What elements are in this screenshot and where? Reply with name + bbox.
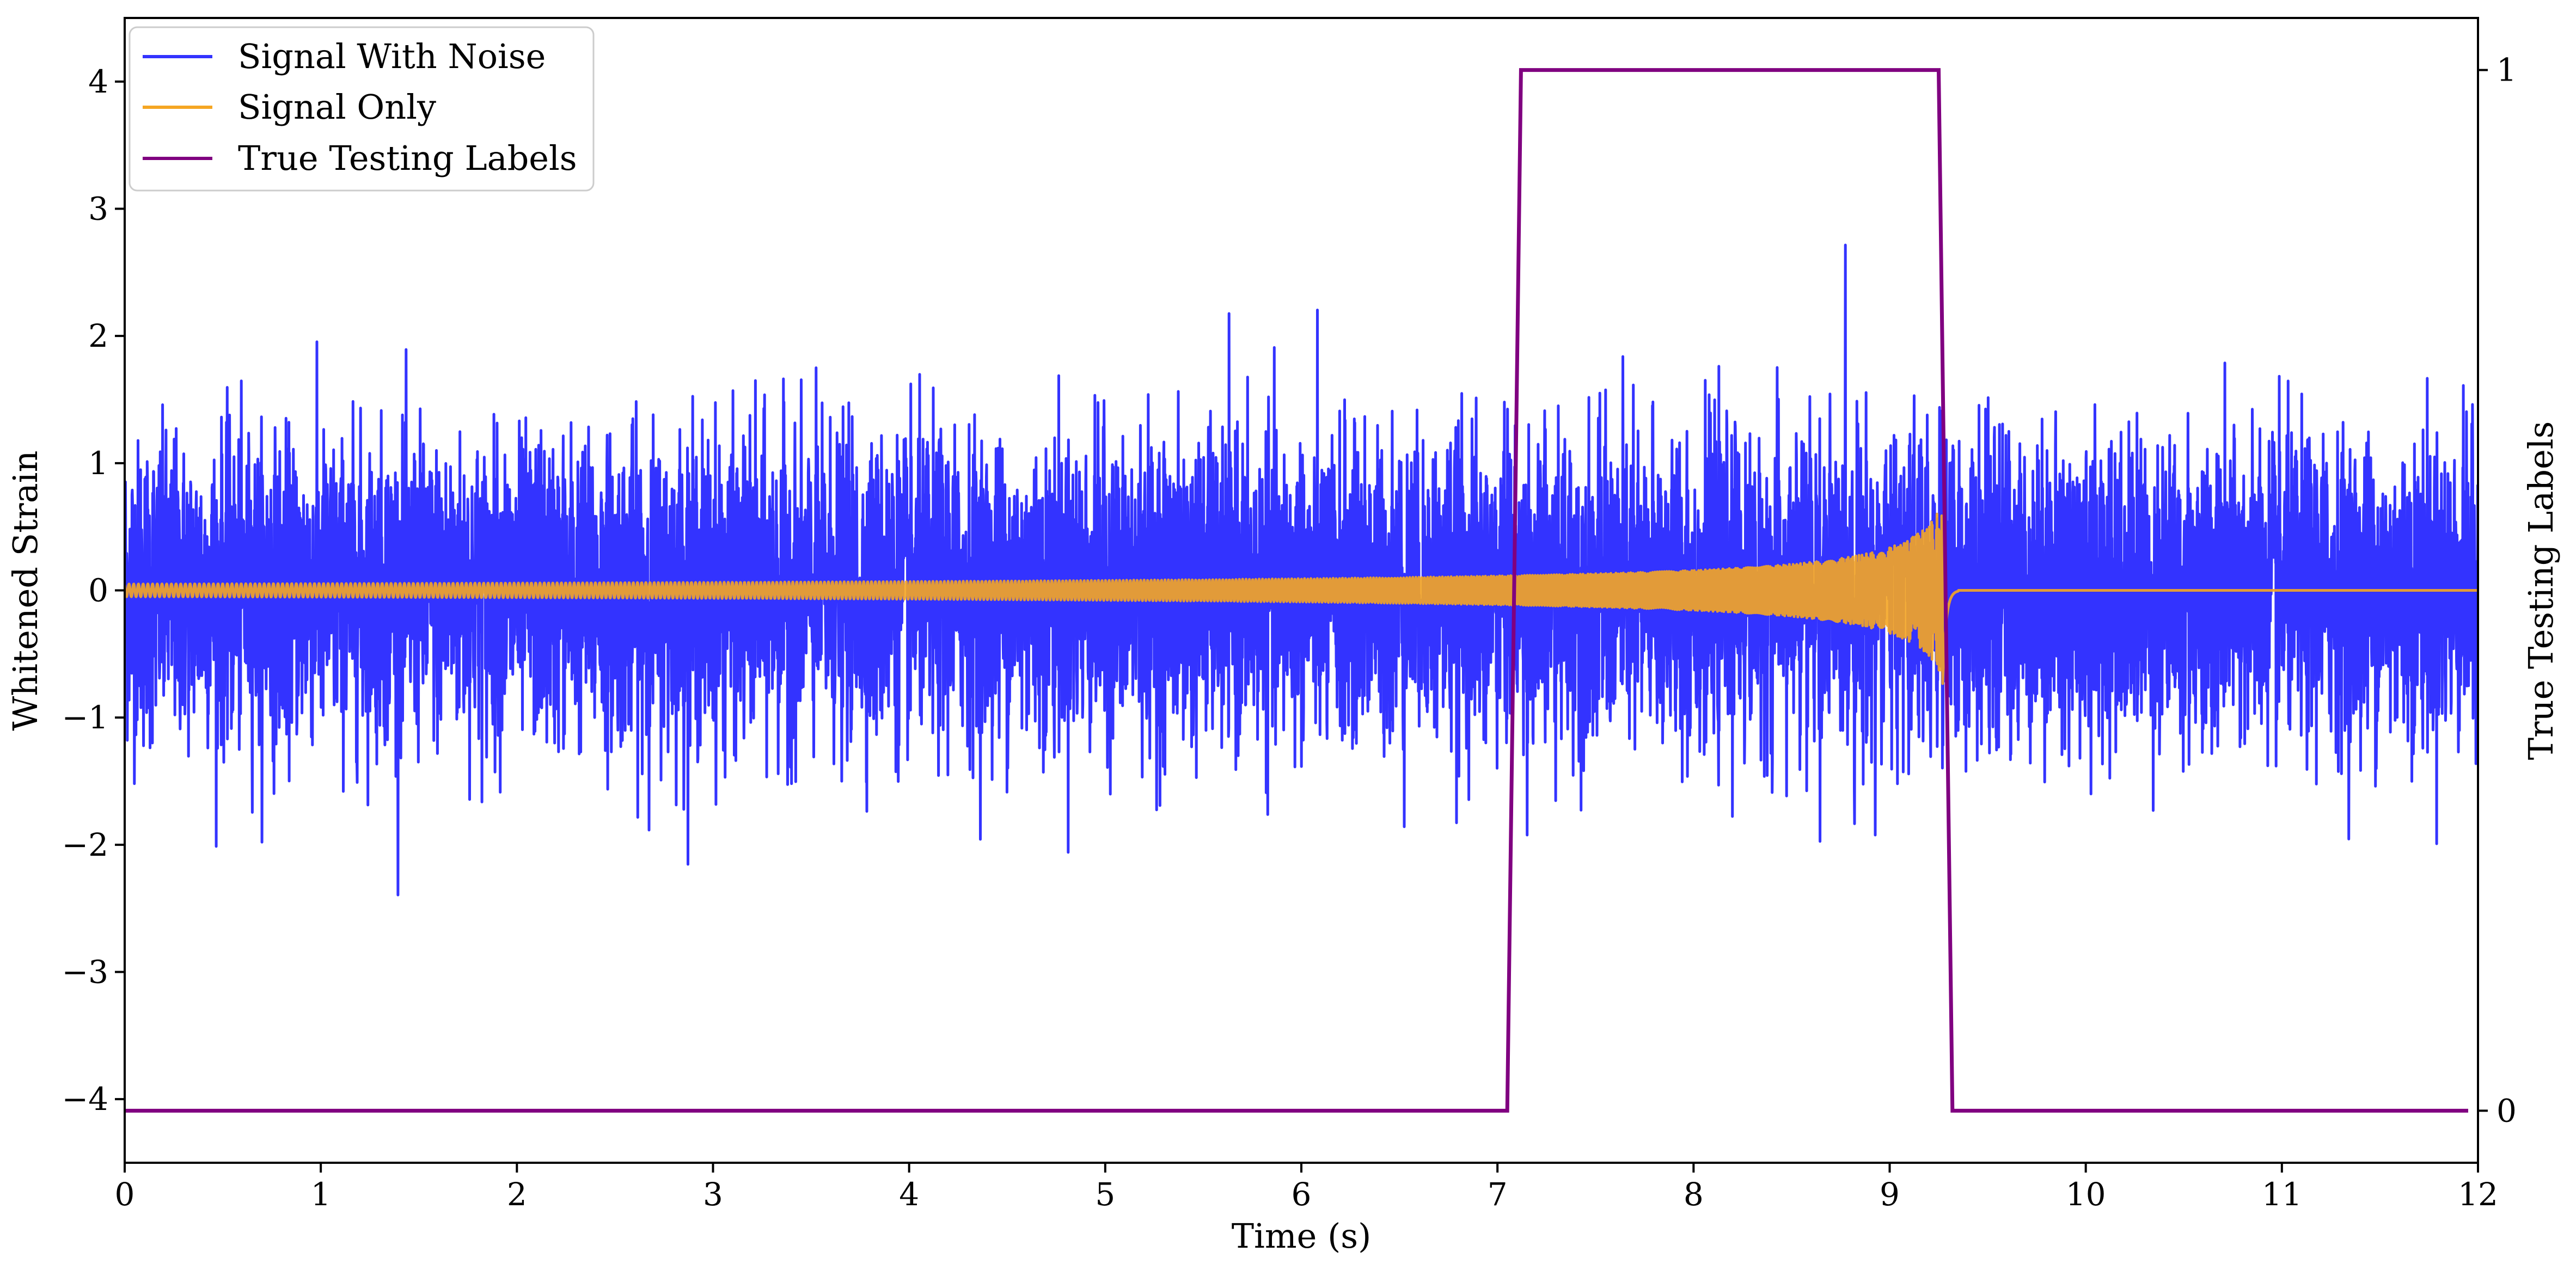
x-tick-label: 1 (311, 1176, 331, 1213)
x-tick-label: 6 (1292, 1176, 1312, 1213)
x-tick-label: 11 (2262, 1176, 2302, 1213)
x-tick-label: 8 (1684, 1176, 1704, 1213)
x-tick-label: 3 (703, 1176, 723, 1213)
x-tick-label: 9 (1880, 1176, 1900, 1213)
x-axis: 0 1 2 3 4 5 6 7 8 9 10 11 12 (115, 1163, 2498, 1213)
x-tick-label: 12 (2458, 1176, 2498, 1213)
x-tick-label: 7 (1488, 1176, 1508, 1213)
x-tick-label: 4 (899, 1176, 919, 1213)
y2-tick-label: 0 (2497, 1092, 2517, 1129)
legend-label-signal-with-noise: Signal With Noise (238, 36, 546, 76)
y-tick-label: 3 (88, 191, 108, 228)
y2-tick-label: 1 (2497, 52, 2517, 89)
y-tick-label: 2 (88, 317, 108, 354)
y-axis-label: Whitened Strain (5, 451, 45, 731)
y-tick-label: −4 (62, 1081, 109, 1118)
y-tick-label: 1 (88, 445, 108, 482)
series-line-signal-with-noise (125, 243, 2478, 897)
series-line-true-testing-labels (125, 68, 2468, 1113)
y-tick-label: −1 (62, 699, 109, 736)
y-tick-label: −2 (62, 826, 109, 863)
y-tick-label: −3 (62, 954, 109, 991)
x-tick-label: 0 (115, 1176, 135, 1213)
y-axis-right: 01 (2478, 52, 2517, 1129)
legend-label-signal-only: Signal Only (238, 87, 436, 127)
legend-box (129, 26, 595, 192)
x-tick-label: 10 (2066, 1176, 2106, 1213)
y-axis-left: −4 −3 −2 −1 0 1 2 3 4 (62, 63, 125, 1118)
series-line-signal-only (125, 512, 2478, 685)
x-axis-label: Time (s) (1232, 1216, 1372, 1256)
plot-area (125, 68, 2478, 1113)
x-tick-label: 5 (1095, 1176, 1115, 1213)
y-tick-label: 0 (88, 572, 108, 609)
y2-axis-label: True Testing Labels (2521, 421, 2561, 760)
legend: Signal With Noise Signal Only True Testi… (129, 26, 595, 192)
x-tick-label: 2 (507, 1176, 527, 1213)
legend-label-true-testing-labels: True Testing Labels (238, 138, 577, 178)
y-tick-label: 4 (88, 63, 108, 100)
